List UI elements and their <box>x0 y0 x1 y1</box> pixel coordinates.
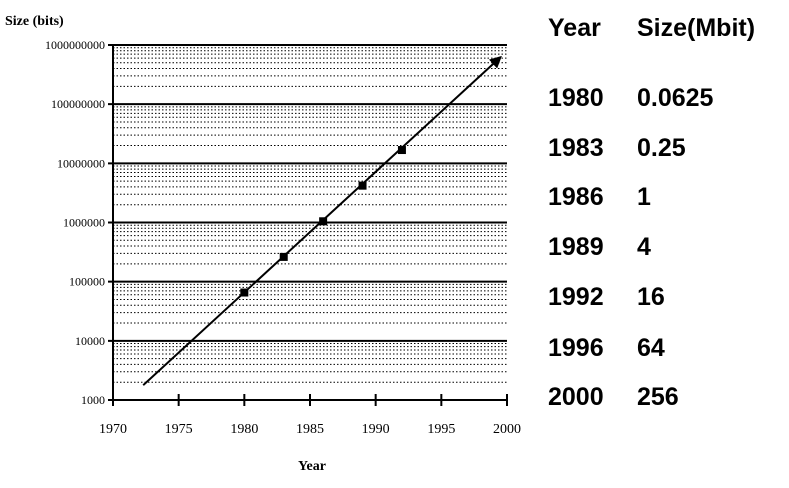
size-cell: 256 <box>637 383 679 411</box>
data-point <box>279 252 288 261</box>
year-cell: 1986 <box>548 183 604 211</box>
x-tick-label: 1970 <box>99 422 127 437</box>
x-tick-label: 1985 <box>296 422 324 437</box>
y-tick-label: 100000000 <box>51 97 105 111</box>
y-tick-label: 1000000 <box>63 216 105 230</box>
size-cell: 4 <box>637 233 651 261</box>
size-cell: 1 <box>637 183 651 211</box>
year-cell: 1980 <box>548 84 604 112</box>
size-cell: 16 <box>637 283 665 311</box>
size-cell: 0.0625 <box>637 84 714 112</box>
y-tick-label: 100000 <box>69 275 105 289</box>
year-cell: 1992 <box>548 283 604 311</box>
y-tick-label: 1000000000 <box>45 38 105 52</box>
year-cell: 1989 <box>548 233 604 261</box>
y-tick-label: 10000000 <box>57 156 105 170</box>
x-axis-label: Year <box>298 459 326 474</box>
x-tick-label: 1980 <box>230 422 258 437</box>
y-tick-label: 10000 <box>75 334 105 348</box>
year-cell: 1996 <box>548 334 604 362</box>
table-header: Year <box>548 14 601 42</box>
data-point <box>240 288 249 297</box>
size-cell: 64 <box>637 334 665 362</box>
size-cell: 0.25 <box>637 134 686 162</box>
data-point <box>319 217 328 226</box>
year-cell: 2000 <box>548 383 604 411</box>
x-tick-label: 2000 <box>493 422 521 437</box>
y-axis-label: Size (bits) <box>5 14 64 29</box>
year-cell: 1983 <box>548 134 604 162</box>
x-tick-label: 1990 <box>362 422 390 437</box>
table-header: Size(Mbit) <box>637 14 756 42</box>
y-tick-label: 1000 <box>81 393 105 407</box>
data-point <box>358 181 367 190</box>
x-tick-label: 1995 <box>427 422 455 437</box>
x-tick-label: 1975 <box>165 422 193 437</box>
data-point <box>397 146 406 155</box>
